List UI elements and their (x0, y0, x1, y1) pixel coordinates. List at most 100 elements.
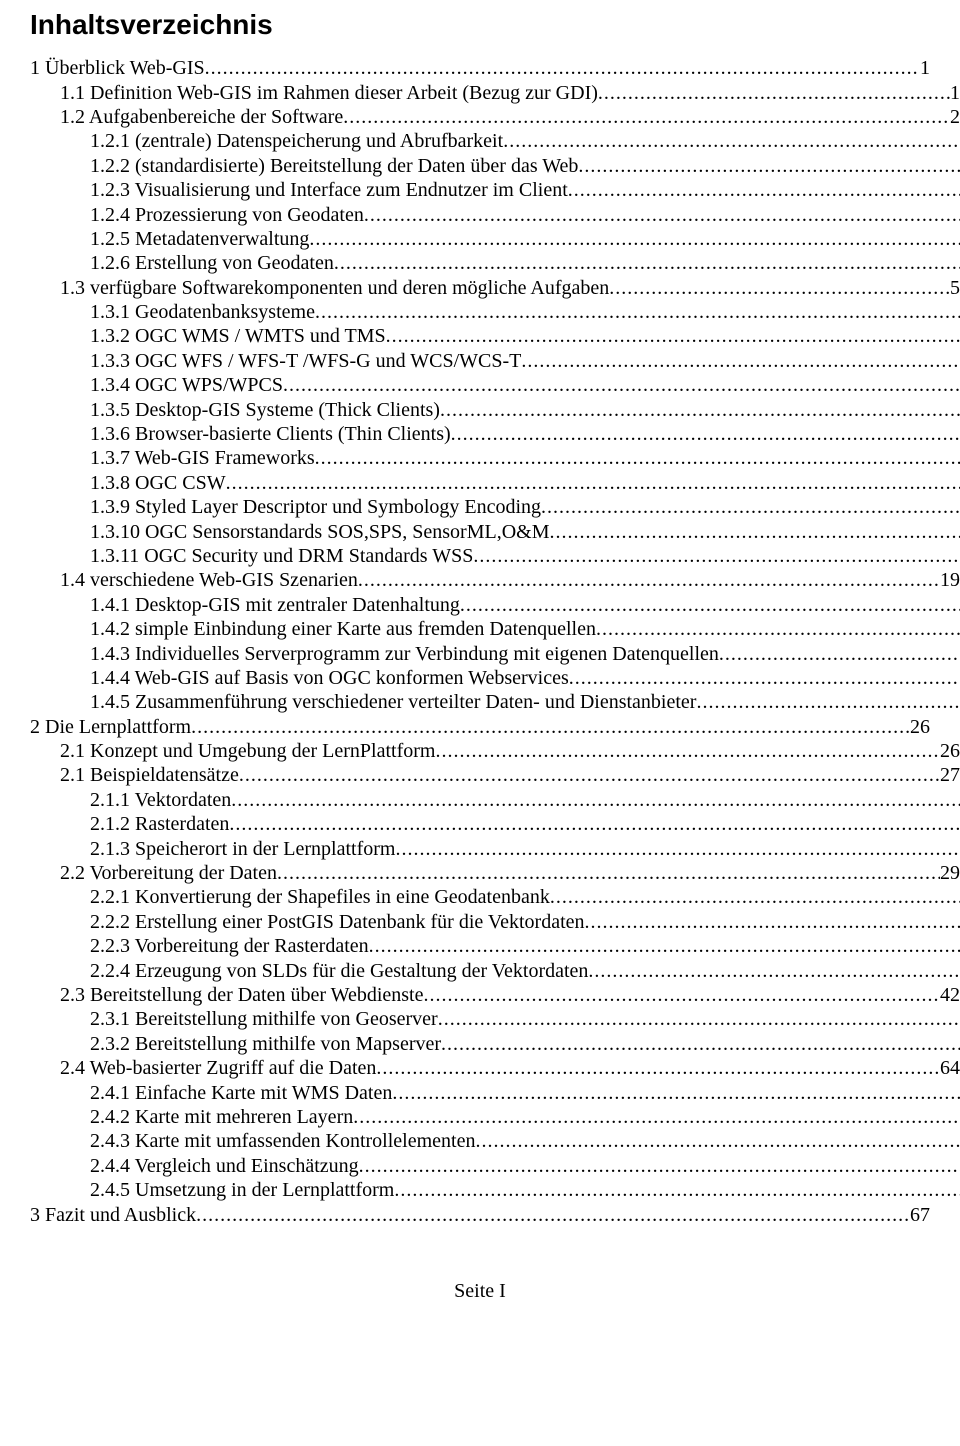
toc-entry-text[interactable]: 1.4.1 Desktop-GIS mit zentraler Datenhal… (90, 593, 460, 617)
toc-entry: 1.2.6 Erstellung von Geodaten4 (30, 251, 960, 275)
toc-entry-text[interactable]: 2 Die Lernplattform (30, 715, 191, 739)
toc-entry-text[interactable]: 1 Überblick Web-GIS (30, 56, 205, 80)
toc-entry: 1.3.6 Browser-basierte Clients (Thin Cli… (30, 422, 960, 446)
toc-leader-dots (441, 1032, 960, 1056)
toc-entry-text[interactable]: 3 Fazit und Ausblick (30, 1203, 196, 1227)
toc-entry-text[interactable]: 2.1.2 Rasterdaten (90, 812, 229, 836)
toc-entry-text[interactable]: 1.3.10 OGC Sensorstandards SOS,SPS, Sens… (90, 520, 550, 544)
toc-entry-page[interactable]: 1 (950, 81, 960, 105)
toc-entry: 1.4.4 Web-GIS auf Basis von OGC konforme… (30, 666, 960, 690)
toc-entry-text[interactable]: 1.3.6 Browser-basierte Clients (Thin Cli… (90, 422, 451, 446)
toc-entry-text[interactable]: 1.3.1 Geodatenbanksysteme (90, 300, 315, 324)
toc-entry-text[interactable]: 2.4.4 Vergleich und Einschätzung (90, 1154, 359, 1178)
toc-entry-text[interactable]: 1.3.11 OGC Security und DRM Standards WS… (90, 544, 473, 568)
toc-entry-text[interactable]: 1.2.5 Metadatenverwaltung (90, 227, 309, 251)
toc-leader-dots (386, 324, 960, 348)
toc-entry: 2.2 Vorbereitung der Daten 29 (30, 861, 960, 885)
toc-entry: 1.3.4 OGC WPS/WPCS10 (30, 373, 960, 397)
toc-leader-dots (503, 129, 960, 153)
toc-entry-text[interactable]: 2.1.1 Vektordaten (90, 788, 231, 812)
toc-entry-text[interactable]: 1.2.1 (zentrale) Datenspeicherung und Ab… (90, 129, 503, 153)
toc-entry: 1.2 Aufgabenbereiche der Software 2 (30, 105, 960, 129)
toc-entry-text[interactable]: 2.4.5 Umsetzung in der Lernplattform (90, 1178, 394, 1202)
toc-entry-text[interactable]: 1.4.5 Zusammenführung verschiedener vert… (90, 690, 696, 714)
toc-entry-text[interactable]: 2.4.3 Karte mit umfassenden Kontrollelem… (90, 1129, 475, 1153)
toc-leader-dots (521, 349, 960, 373)
toc-entry: 1.3.7 Web-GIS Frameworks 15 (30, 446, 960, 470)
toc-entry-page[interactable]: 29 (940, 861, 960, 885)
toc-entry-page[interactable]: 67 (910, 1203, 930, 1227)
toc-entry-text[interactable]: 1.3.7 Web-GIS Frameworks (90, 446, 315, 470)
toc-entry: 1.4 verschiedene Web-GIS Szenarien 19 (30, 568, 960, 592)
toc-entry-text[interactable]: 1.3.2 OGC WMS / WMTS und TMS (90, 324, 386, 348)
toc-entry: 2.2.1 Konvertierung der Shapefiles in ei… (30, 885, 960, 909)
toc-leader-dots (585, 910, 960, 934)
toc-entry-text[interactable]: 1.3 verfügbare Softwarekomponenten und d… (60, 276, 609, 300)
toc-leader-dots (239, 763, 940, 787)
toc-entry: 2.1.2 Rasterdaten28 (30, 812, 960, 836)
toc-entry-text[interactable]: 2.4.2 Karte mit mehreren Layern (90, 1105, 353, 1129)
toc-entry-page[interactable]: 19 (940, 568, 960, 592)
toc-entry: 1.3.1 Geodatenbanksysteme6 (30, 300, 960, 324)
toc-leader-dots (568, 178, 960, 202)
toc-entry-text[interactable]: 2.2.4 Erzeugung von SLDs für die Gestalt… (90, 959, 588, 983)
toc-leader-dots (315, 446, 960, 470)
toc-entry-text[interactable]: 2.2 Vorbereitung der Daten (60, 861, 277, 885)
toc-leader-dots (550, 520, 960, 544)
toc-leader-dots (226, 471, 960, 495)
toc-leader-dots (359, 1154, 960, 1178)
toc-entry: 2.2.3 Vorbereitung der Rasterdaten34 (30, 934, 960, 958)
toc-entry-text[interactable]: 1.4 verschiedene Web-GIS Szenarien (60, 568, 358, 592)
toc-entry-text[interactable]: 1.3.3 OGC WFS / WFS-T /WFS-G und WCS/WCS… (90, 349, 521, 373)
toc-entry-text[interactable]: 2.4 Web-basierter Zugriff auf die Daten (60, 1056, 376, 1080)
toc-entry-text[interactable]: 1.3.9 Styled Layer Descriptor und Symbol… (90, 495, 541, 519)
toc-entry-page[interactable]: 1 (920, 56, 930, 80)
toc-entry: 1.3.3 OGC WFS / WFS-T /WFS-G und WCS/WCS… (30, 349, 960, 373)
toc-leader-dots (334, 251, 960, 275)
toc-entry: 1.3.9 Styled Layer Descriptor und Symbol… (30, 495, 960, 519)
toc-entry-page[interactable]: 64 (940, 1056, 960, 1080)
toc-entry-text[interactable]: 1.4.4 Web-GIS auf Basis von OGC konforme… (90, 666, 569, 690)
toc-entry: 1.2.5 Metadatenverwaltung4 (30, 227, 960, 251)
toc-entry-text[interactable]: 1.1 Definition Web-GIS im Rahmen dieser … (60, 81, 598, 105)
toc-entry-page[interactable]: 26 (940, 739, 960, 763)
toc-entry-text[interactable]: 1.3.8 OGC CSW (90, 471, 226, 495)
toc-leader-dots (423, 983, 940, 1007)
toc-entry-text[interactable]: 1.3.5 Desktop-GIS Systeme (Thick Clients… (90, 398, 440, 422)
toc-entry-text[interactable]: 1.3.4 OGC WPS/WPCS (90, 373, 283, 397)
toc-entry-text[interactable]: 2.1 Beispieldatensätze (60, 763, 239, 787)
page-footer: Seite I (30, 1279, 930, 1303)
toc-entry: 1.2.4 Prozessierung von Geodaten3 (30, 203, 960, 227)
toc-entry-text[interactable]: 2.4.1 Einfache Karte mit WMS Daten (90, 1081, 392, 1105)
toc-entry: 2.4.4 Vergleich und Einschätzung66 (30, 1154, 960, 1178)
toc-leader-dots (358, 568, 940, 592)
toc-entry-page[interactable]: 26 (910, 715, 930, 739)
toc-entry-text[interactable]: 1.2 Aufgabenbereiche der Software (60, 105, 343, 129)
toc-entry-text[interactable]: 1.4.2 simple Einbindung einer Karte aus … (90, 617, 596, 641)
toc-entry: 1.4.2 simple Einbindung einer Karte aus … (30, 617, 960, 641)
toc-entry-text[interactable]: 2.2.2 Erstellung einer PostGIS Datenbank… (90, 910, 585, 934)
toc-entry-page[interactable]: 2 (950, 105, 960, 129)
toc-entry-text[interactable]: 1.2.3 Visualisierung und Interface zum E… (90, 178, 568, 202)
toc-leader-dots (315, 300, 960, 324)
toc-entry-text[interactable]: 1.2.6 Erstellung von Geodaten (90, 251, 334, 275)
toc-entry-text[interactable]: 2.3.2 Bereitstellung mithilfe von Mapser… (90, 1032, 441, 1056)
toc-entry: 1.3.2 OGC WMS / WMTS und TMS7 (30, 324, 960, 348)
toc-entry-page[interactable]: 42 (940, 983, 960, 1007)
toc-entry-text[interactable]: 2.3.1 Bereitstellung mithilfe von Geoser… (90, 1007, 438, 1031)
toc-entry-text[interactable]: 2.1 Konzept und Umgebung der LernPlattfo… (60, 739, 435, 763)
toc-entry-text[interactable]: 2.3 Bereitstellung der Daten über Webdie… (60, 983, 423, 1007)
toc-entry-text[interactable]: 2.2.3 Vorbereitung der Rasterdaten (90, 934, 369, 958)
toc-entry: 2.3.2 Bereitstellung mithilfe von Mapser… (30, 1032, 960, 1056)
toc-entry: 2.3 Bereitstellung der Daten über Webdie… (30, 983, 960, 1007)
page: Inhaltsverzeichnis 1 Überblick Web-GIS11… (0, 0, 960, 1323)
toc-entry-text[interactable]: 1.4.3 Individuelles Serverprogramm zur V… (90, 642, 719, 666)
toc-entry-page[interactable]: 27 (940, 763, 960, 787)
toc-entry-text[interactable]: 2.2.1 Konvertierung der Shapefiles in ei… (90, 885, 550, 909)
toc-entry-text[interactable]: 2.1.3 Speicherort in der Lernplattform (90, 837, 395, 861)
toc-entry-page[interactable]: 5 (950, 276, 960, 300)
toc-leader-dots (460, 593, 960, 617)
toc-entry-text[interactable]: 1.2.2 (standardisierte) Bereitstellung d… (90, 154, 578, 178)
toc-leader-dots (205, 56, 920, 80)
toc-entry-text[interactable]: 1.2.4 Prozessierung von Geodaten (90, 203, 364, 227)
